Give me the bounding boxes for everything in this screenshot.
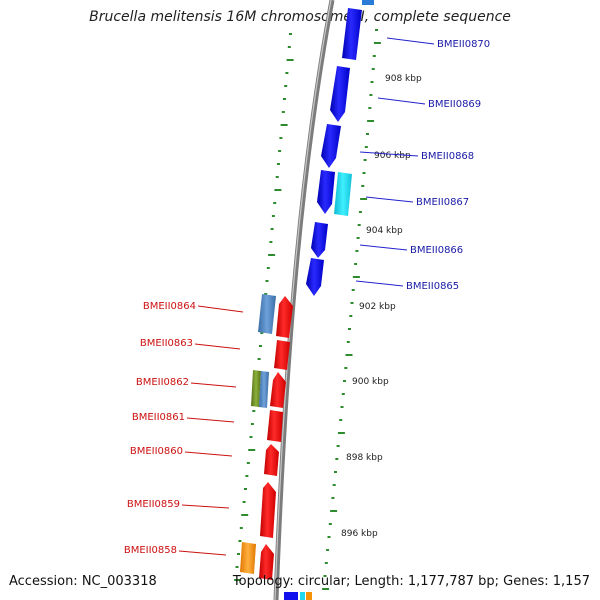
gene-bmeii0862-arrow[interactable]	[270, 372, 286, 408]
genome-summary: Topology: circular; Length: 1,177,787 bp…	[232, 574, 590, 589]
reverse-gene-labels: BMEII0864 BMEII0863 BMEII0862 BMEII0861 …	[124, 301, 244, 556]
gene-bmeii0868-arrow[interactable]	[321, 124, 341, 168]
gene-bmeii0859-arrow[interactable]	[260, 482, 276, 538]
ruler-label-904: 904 kbp	[366, 226, 403, 236]
gene-label-bmeii0867[interactable]: BMEII0867	[416, 197, 469, 208]
gene-label-bmeii0866[interactable]: BMEII0866	[410, 245, 463, 256]
gene-label-bmeii0870[interactable]: BMEII0870	[437, 39, 490, 50]
gene-bmeii0863-arrow[interactable]	[274, 340, 290, 370]
map-title: Brucella melitensis 16M chromosome II, c…	[89, 9, 511, 25]
gene-bmeii0860-arrow[interactable]	[264, 444, 279, 476]
gene-bmeii0858-misc[interactable]	[240, 542, 256, 574]
gene-label-bmeii0868[interactable]: BMEII0868	[421, 151, 474, 162]
gene-label-bmeii0865[interactable]: BMEII0865	[406, 281, 459, 292]
gene-bmeii0861-arrow[interactable]	[267, 410, 283, 442]
gene-bmeii0867-misc[interactable]	[334, 172, 352, 216]
gene-bmeii0864-arrow[interactable]	[276, 296, 293, 338]
gene-label-bmeii0864[interactable]: BMEII0864	[143, 301, 196, 312]
ruler-marker	[362, 0, 374, 5]
gene-bmeii0862-misc-steel[interactable]	[259, 371, 269, 408]
gene-label-bmeii0862[interactable]: BMEII0862	[136, 377, 189, 388]
gene-label-bmeii0863[interactable]: BMEII0863	[140, 338, 193, 349]
forward-gene-labels: BMEII0870 BMEII0869 BMEII0868 BMEII0867 …	[355, 37, 490, 292]
gene-label-bmeii0860[interactable]: BMEII0860	[130, 446, 183, 457]
bottom-markers	[284, 592, 312, 600]
ruler-labels: 908 kbp 906 kbp 904 kbp 902 kbp 900 kbp …	[341, 74, 422, 539]
genome-backbone-highlight	[274, 0, 332, 600]
gene-bmeii0869-arrow[interactable]	[330, 66, 350, 122]
ruler-label-896: 896 kbp	[341, 529, 378, 539]
gene-bmeii0866-arrow[interactable]	[311, 222, 328, 258]
gene-bmeii0865-arrow[interactable]	[306, 258, 324, 296]
ruler-label-898: 898 kbp	[346, 453, 383, 463]
gene-bmeii0867-arrow[interactable]	[317, 170, 335, 214]
ruler-label-908: 908 kbp	[385, 74, 422, 84]
gene-label-bmeii0858[interactable]: BMEII0858	[124, 545, 177, 556]
gene-bmeii0862-misc-olive[interactable]	[251, 370, 261, 407]
gene-label-bmeii0859[interactable]: BMEII0859	[127, 499, 180, 510]
reverse-genes	[240, 294, 293, 580]
forward-genes	[306, 0, 374, 296]
gene-bmeii0870-arrow[interactable]	[342, 8, 362, 60]
gene-bmeii0864-misc[interactable]	[258, 294, 276, 334]
ruler-label-906: 906 kbp	[374, 151, 411, 161]
ruler-label-900: 900 kbp	[352, 377, 389, 387]
ruler-label-902: 902 kbp	[359, 302, 396, 312]
gene-label-bmeii0869[interactable]: BMEII0869	[428, 99, 481, 110]
gene-bmeii0858-arrow[interactable]	[259, 544, 274, 580]
genome-backbone	[273, 0, 335, 600]
accession-label: Accession: NC_003318	[9, 574, 157, 589]
gene-label-bmeii0861[interactable]: BMEII0861	[132, 412, 185, 423]
